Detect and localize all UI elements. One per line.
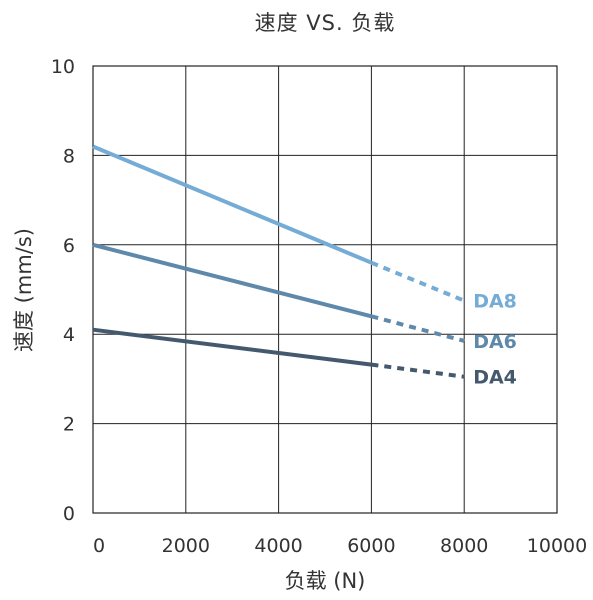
y-tick-label: 2 bbox=[63, 414, 75, 436]
series-line-da6 bbox=[92, 242, 372, 319]
x-tick-label: 10000 bbox=[527, 535, 587, 557]
y-tick-label: 4 bbox=[63, 324, 75, 346]
tick-labels: 0 2000 4000 6000 8000 10000 0 2 4 6 8 10 bbox=[51, 56, 587, 557]
y-tick-label: 6 bbox=[63, 235, 75, 257]
y-tick-label: 10 bbox=[51, 56, 75, 78]
series-dashed-da8 bbox=[370, 260, 465, 303]
y-axis-label: 速度 (mm/s) bbox=[12, 228, 36, 352]
x-tick-label: 0 bbox=[93, 535, 105, 557]
series-dashed-da4 bbox=[371, 362, 465, 379]
series-line-da8 bbox=[92, 144, 373, 265]
plot-frame bbox=[92, 65, 558, 514]
x-tick-label: 8000 bbox=[440, 535, 488, 557]
series-label-da4: DA4 bbox=[473, 367, 517, 389]
series-layer bbox=[92, 144, 465, 379]
x-axis-label: 负载 (N) bbox=[285, 569, 366, 593]
grid bbox=[92, 65, 558, 514]
series-label-da6: DA6 bbox=[473, 331, 517, 353]
x-tick-label: 2000 bbox=[162, 535, 210, 557]
y-tick-label: 0 bbox=[63, 503, 75, 525]
chart-title: 速度 VS. 负载 bbox=[255, 11, 396, 35]
series-labels: DA8 DA6 DA4 bbox=[473, 291, 517, 389]
series-label-da8: DA8 bbox=[473, 291, 517, 313]
series-dashed-da6 bbox=[370, 314, 465, 343]
x-tick-label: 6000 bbox=[347, 535, 395, 557]
y-tick-label: 8 bbox=[63, 145, 75, 167]
x-tick-label: 4000 bbox=[254, 535, 302, 557]
series-line-da4 bbox=[92, 327, 372, 367]
